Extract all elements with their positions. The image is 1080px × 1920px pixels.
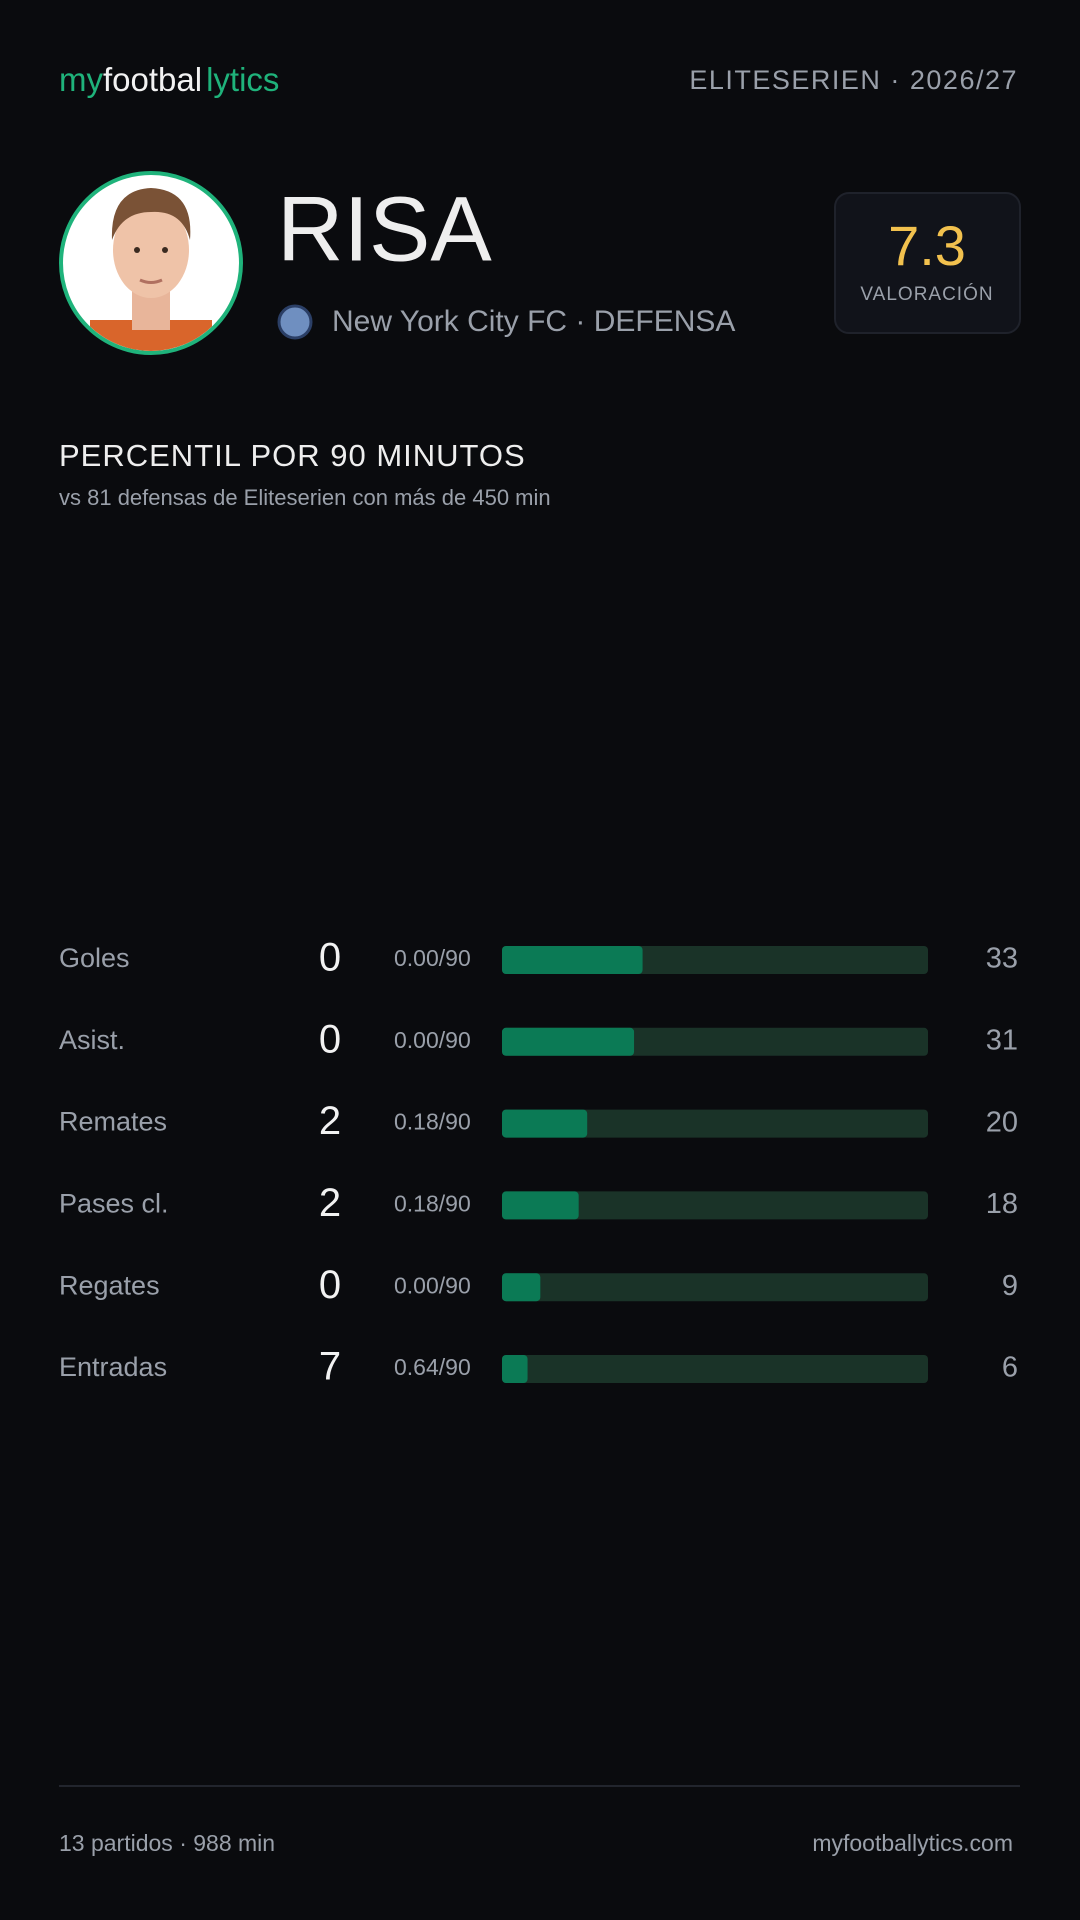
footer-left: 13 partidos · 988 min xyxy=(59,1830,275,1856)
bar xyxy=(502,1355,528,1383)
percentile: 6 xyxy=(1002,1352,1018,1384)
stat-per90: 0.00/90 xyxy=(394,945,471,971)
stat-per90: 0.18/90 xyxy=(394,1190,471,1216)
stat-label: Regates xyxy=(59,1270,160,1300)
bar xyxy=(502,1027,635,1056)
logo-part: footbal xyxy=(103,61,202,98)
bar xyxy=(502,1273,541,1302)
footer-right: myfootballytics.com xyxy=(812,1830,1013,1856)
stat-count: 2 xyxy=(319,1099,341,1143)
percentile: 9 xyxy=(1002,1270,1018,1302)
logo-part: my xyxy=(59,61,103,98)
stat-label: Entradas xyxy=(59,1352,167,1382)
stat-per90: 0.64/90 xyxy=(394,1354,471,1380)
bar-track xyxy=(502,1273,928,1302)
bar-track xyxy=(502,1109,928,1138)
section-title: PERCENTIL POR 90 MINUTOS xyxy=(59,438,526,473)
logo-part: lytics xyxy=(206,61,279,98)
stat-count: 0 xyxy=(319,936,341,980)
logo: myfootbal lytics xyxy=(59,61,279,98)
bar xyxy=(502,1109,588,1138)
percentile: 20 xyxy=(986,1106,1018,1138)
player-name: RISA xyxy=(277,178,492,280)
rating-box xyxy=(834,192,1021,334)
stat-per90: 0.18/90 xyxy=(394,1109,471,1135)
bar xyxy=(502,946,643,974)
stat-count: 0 xyxy=(319,1263,341,1307)
team: New York City FC · DEFENSA xyxy=(332,305,735,338)
rating-label: VALORACIÓN xyxy=(860,283,993,305)
percentile: 33 xyxy=(986,943,1018,975)
stat-count: 0 xyxy=(319,1017,341,1061)
percentile: 31 xyxy=(986,1024,1018,1056)
rating: 7.3 xyxy=(888,214,966,277)
bar-track xyxy=(502,1355,928,1383)
team-crest xyxy=(277,304,313,340)
avatar xyxy=(59,171,243,355)
stat-label: Asist. xyxy=(59,1025,125,1055)
stat-count: 2 xyxy=(319,1181,341,1225)
stat-per90: 0.00/90 xyxy=(394,1272,471,1298)
percentile: 18 xyxy=(986,1188,1018,1220)
bar-track xyxy=(502,1191,928,1220)
bar xyxy=(502,1191,579,1220)
stat-per90: 0.00/90 xyxy=(394,1027,471,1053)
stat-label: Pases cl. xyxy=(59,1189,169,1219)
stat-label: Goles xyxy=(59,943,130,973)
stat-label: Remates xyxy=(59,1107,167,1137)
league: ELITESERIEN · 2026/27 xyxy=(689,65,1018,95)
section-subtitle: vs 81 defensas de Eliteserien con más de… xyxy=(59,485,551,510)
stat-count: 7 xyxy=(319,1345,341,1389)
